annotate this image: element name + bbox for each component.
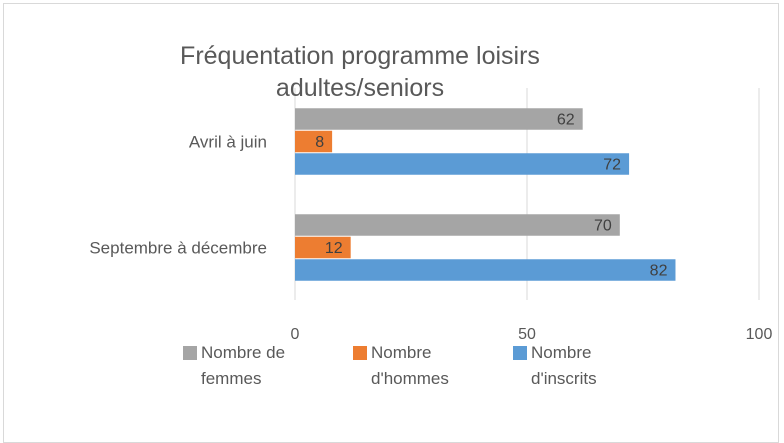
legend-swatch [353,346,367,360]
bar [295,214,620,236]
legend-swatch [183,346,197,360]
legend-item: Nombre de femmes [183,340,353,392]
legend-swatch [513,346,527,360]
x-tick-label: 50 [518,326,536,343]
bar [295,130,333,153]
y-tick-label: Avril à juin [189,132,267,151]
legend-label: Nombre de femmes [201,343,286,388]
bar [295,153,630,175]
x-tick-label: 100 [746,326,773,343]
data-label: 72 [603,157,621,174]
data-label: 70 [594,218,612,235]
bar [295,236,351,259]
chart-title: Fréquentation programme loisirs adultes/… [180,42,540,102]
y-tick-label: Septembre à décembre [89,238,267,257]
bar [295,259,676,281]
data-label: 8 [315,134,324,151]
data-label: 82 [650,263,668,280]
data-label: 62 [557,112,575,129]
legend: Nombre de femmes Nombre d'hommes Nombre d'… [183,340,683,392]
legend-label: Nombre d'hommes [371,343,449,388]
bar [295,108,583,130]
legend-item: Nombre d'inscrits [513,340,683,392]
x-tick-label: 0 [291,326,300,343]
legend-label: Nombre d'inscrits [531,343,597,388]
data-label: 12 [325,240,343,257]
legend-item: Nombre d'hommes [353,340,513,392]
